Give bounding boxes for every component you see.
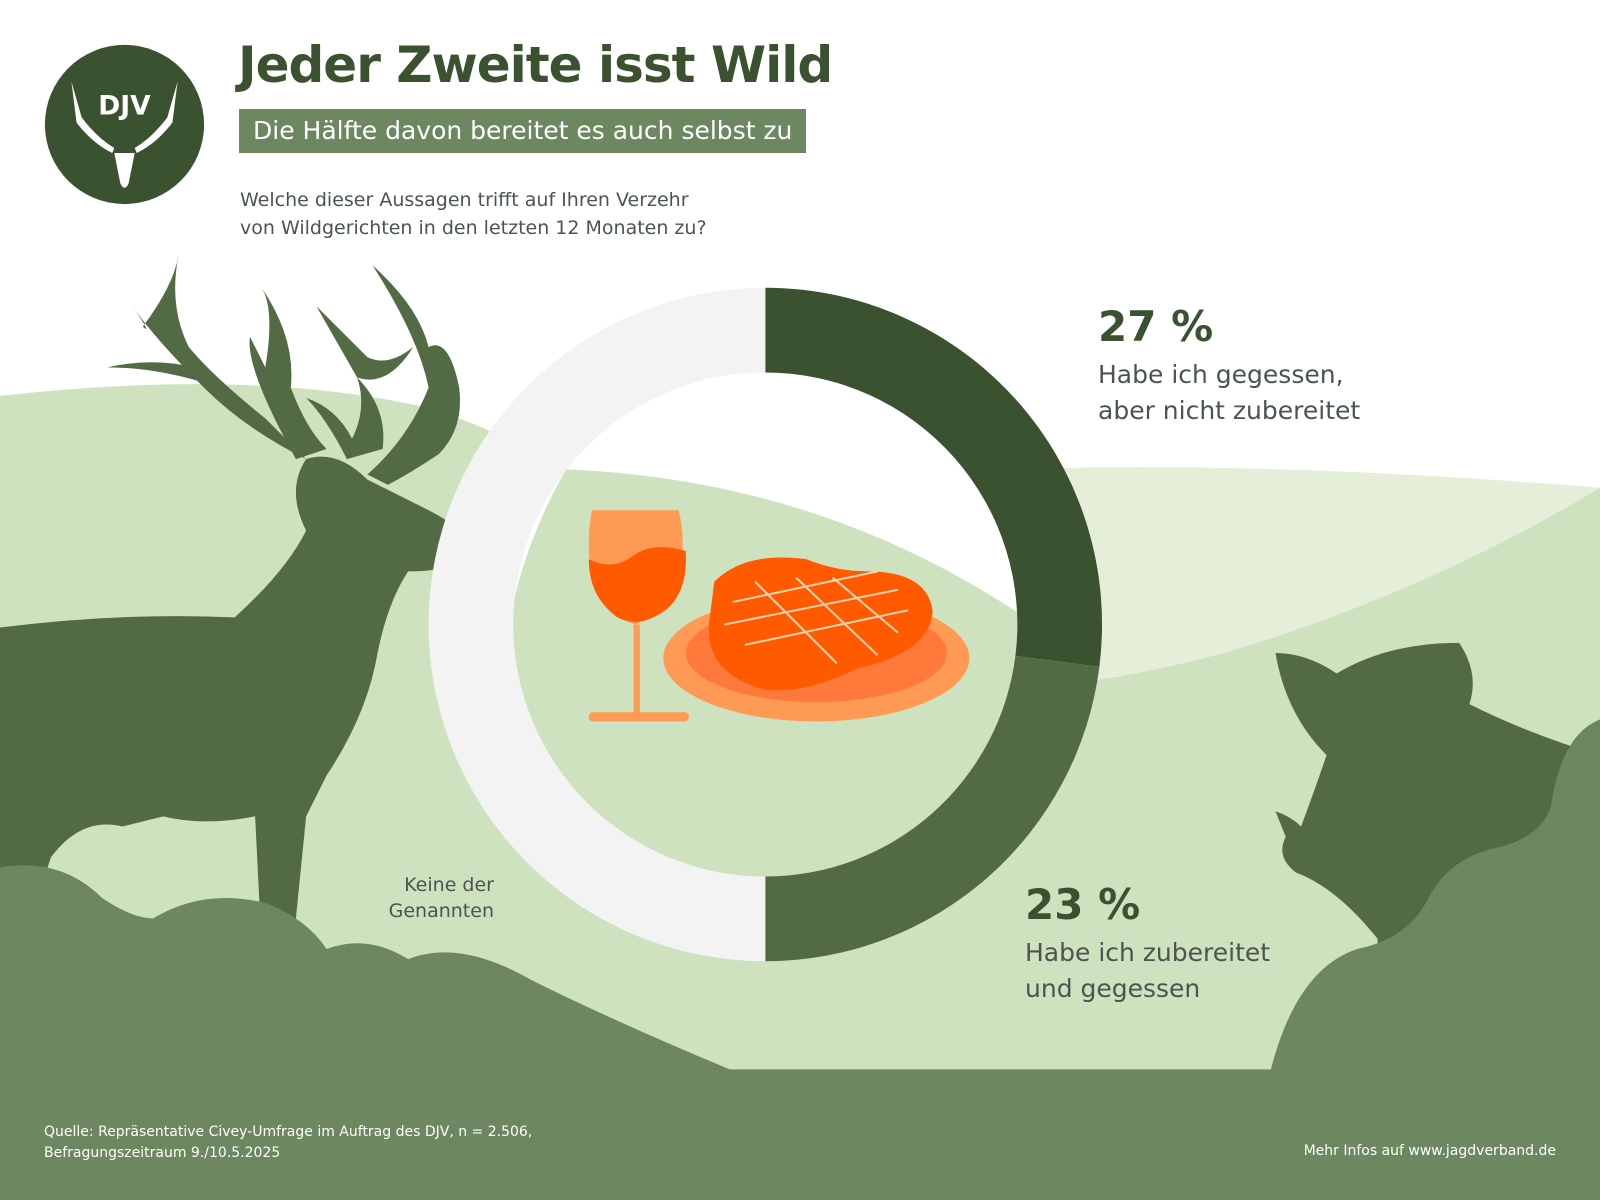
survey-question: Welche dieser Aussagen trifft auf Ihren … bbox=[240, 186, 707, 242]
data-label-keine: Keine der Genannten bbox=[370, 872, 494, 924]
wine-glass-icon bbox=[588, 510, 689, 722]
percent-gegessen: 27 % bbox=[1098, 302, 1214, 351]
source-line-1: Quelle: Repräsentative Civey-Umfrage im … bbox=[44, 1124, 533, 1140]
page-title: Jeder Zweite isst Wild bbox=[238, 36, 833, 94]
bushes-left bbox=[0, 865, 735, 1072]
label-keine-line-2: Genannten bbox=[388, 900, 494, 922]
bushes-right bbox=[1270, 719, 1600, 1072]
question-line-2: von Wildgerichten in den letzten 12 Mona… bbox=[240, 217, 707, 239]
percent-zubereitet: 23 % bbox=[1025, 880, 1141, 929]
donut-segment-2 bbox=[765, 656, 1100, 962]
djv-logo: DJV bbox=[44, 44, 205, 205]
stag-head-icon bbox=[71, 81, 178, 188]
label-zubereitet-line-1: Habe ich zubereitet bbox=[1025, 938, 1271, 967]
question-line-1: Welche dieser Aussagen trifft auf Ihren … bbox=[240, 189, 689, 211]
donut-segment-3 bbox=[428, 287, 766, 962]
label-gegessen-line-2: aber nicht zubereitet bbox=[1098, 396, 1361, 425]
data-label-zubereitet: 23 % Habe ich zubereitet und gegessen bbox=[1025, 880, 1270, 1007]
more-info-link[interactable]: Mehr Infos auf www.jagdverband.de bbox=[1303, 1143, 1556, 1159]
donut-segment-1 bbox=[765, 287, 1103, 667]
source-line-2: Befragungszeitraum 9./10.5.2025 bbox=[44, 1145, 281, 1161]
source-note: Quelle: Repräsentative Civey-Umfrage im … bbox=[44, 1122, 532, 1164]
label-gegessen-line-1: Habe ich gegessen, bbox=[1098, 360, 1344, 389]
donut-center-sky bbox=[513, 355, 1018, 613]
label-keine-line-1: Keine der bbox=[404, 874, 494, 896]
label-zubereitet-line-2: und gegessen bbox=[1025, 974, 1201, 1003]
logo-text: DJV bbox=[98, 90, 151, 121]
ground bbox=[0, 1069, 1600, 1200]
subtitle-banner: Die Hälfte davon bereitet es auch selbst… bbox=[239, 109, 807, 153]
data-label-gegessen: 27 % Habe ich gegessen, aber nicht zuber… bbox=[1098, 302, 1360, 429]
deer-silhouette bbox=[0, 255, 468, 919]
steak-plate-icon bbox=[663, 557, 970, 722]
